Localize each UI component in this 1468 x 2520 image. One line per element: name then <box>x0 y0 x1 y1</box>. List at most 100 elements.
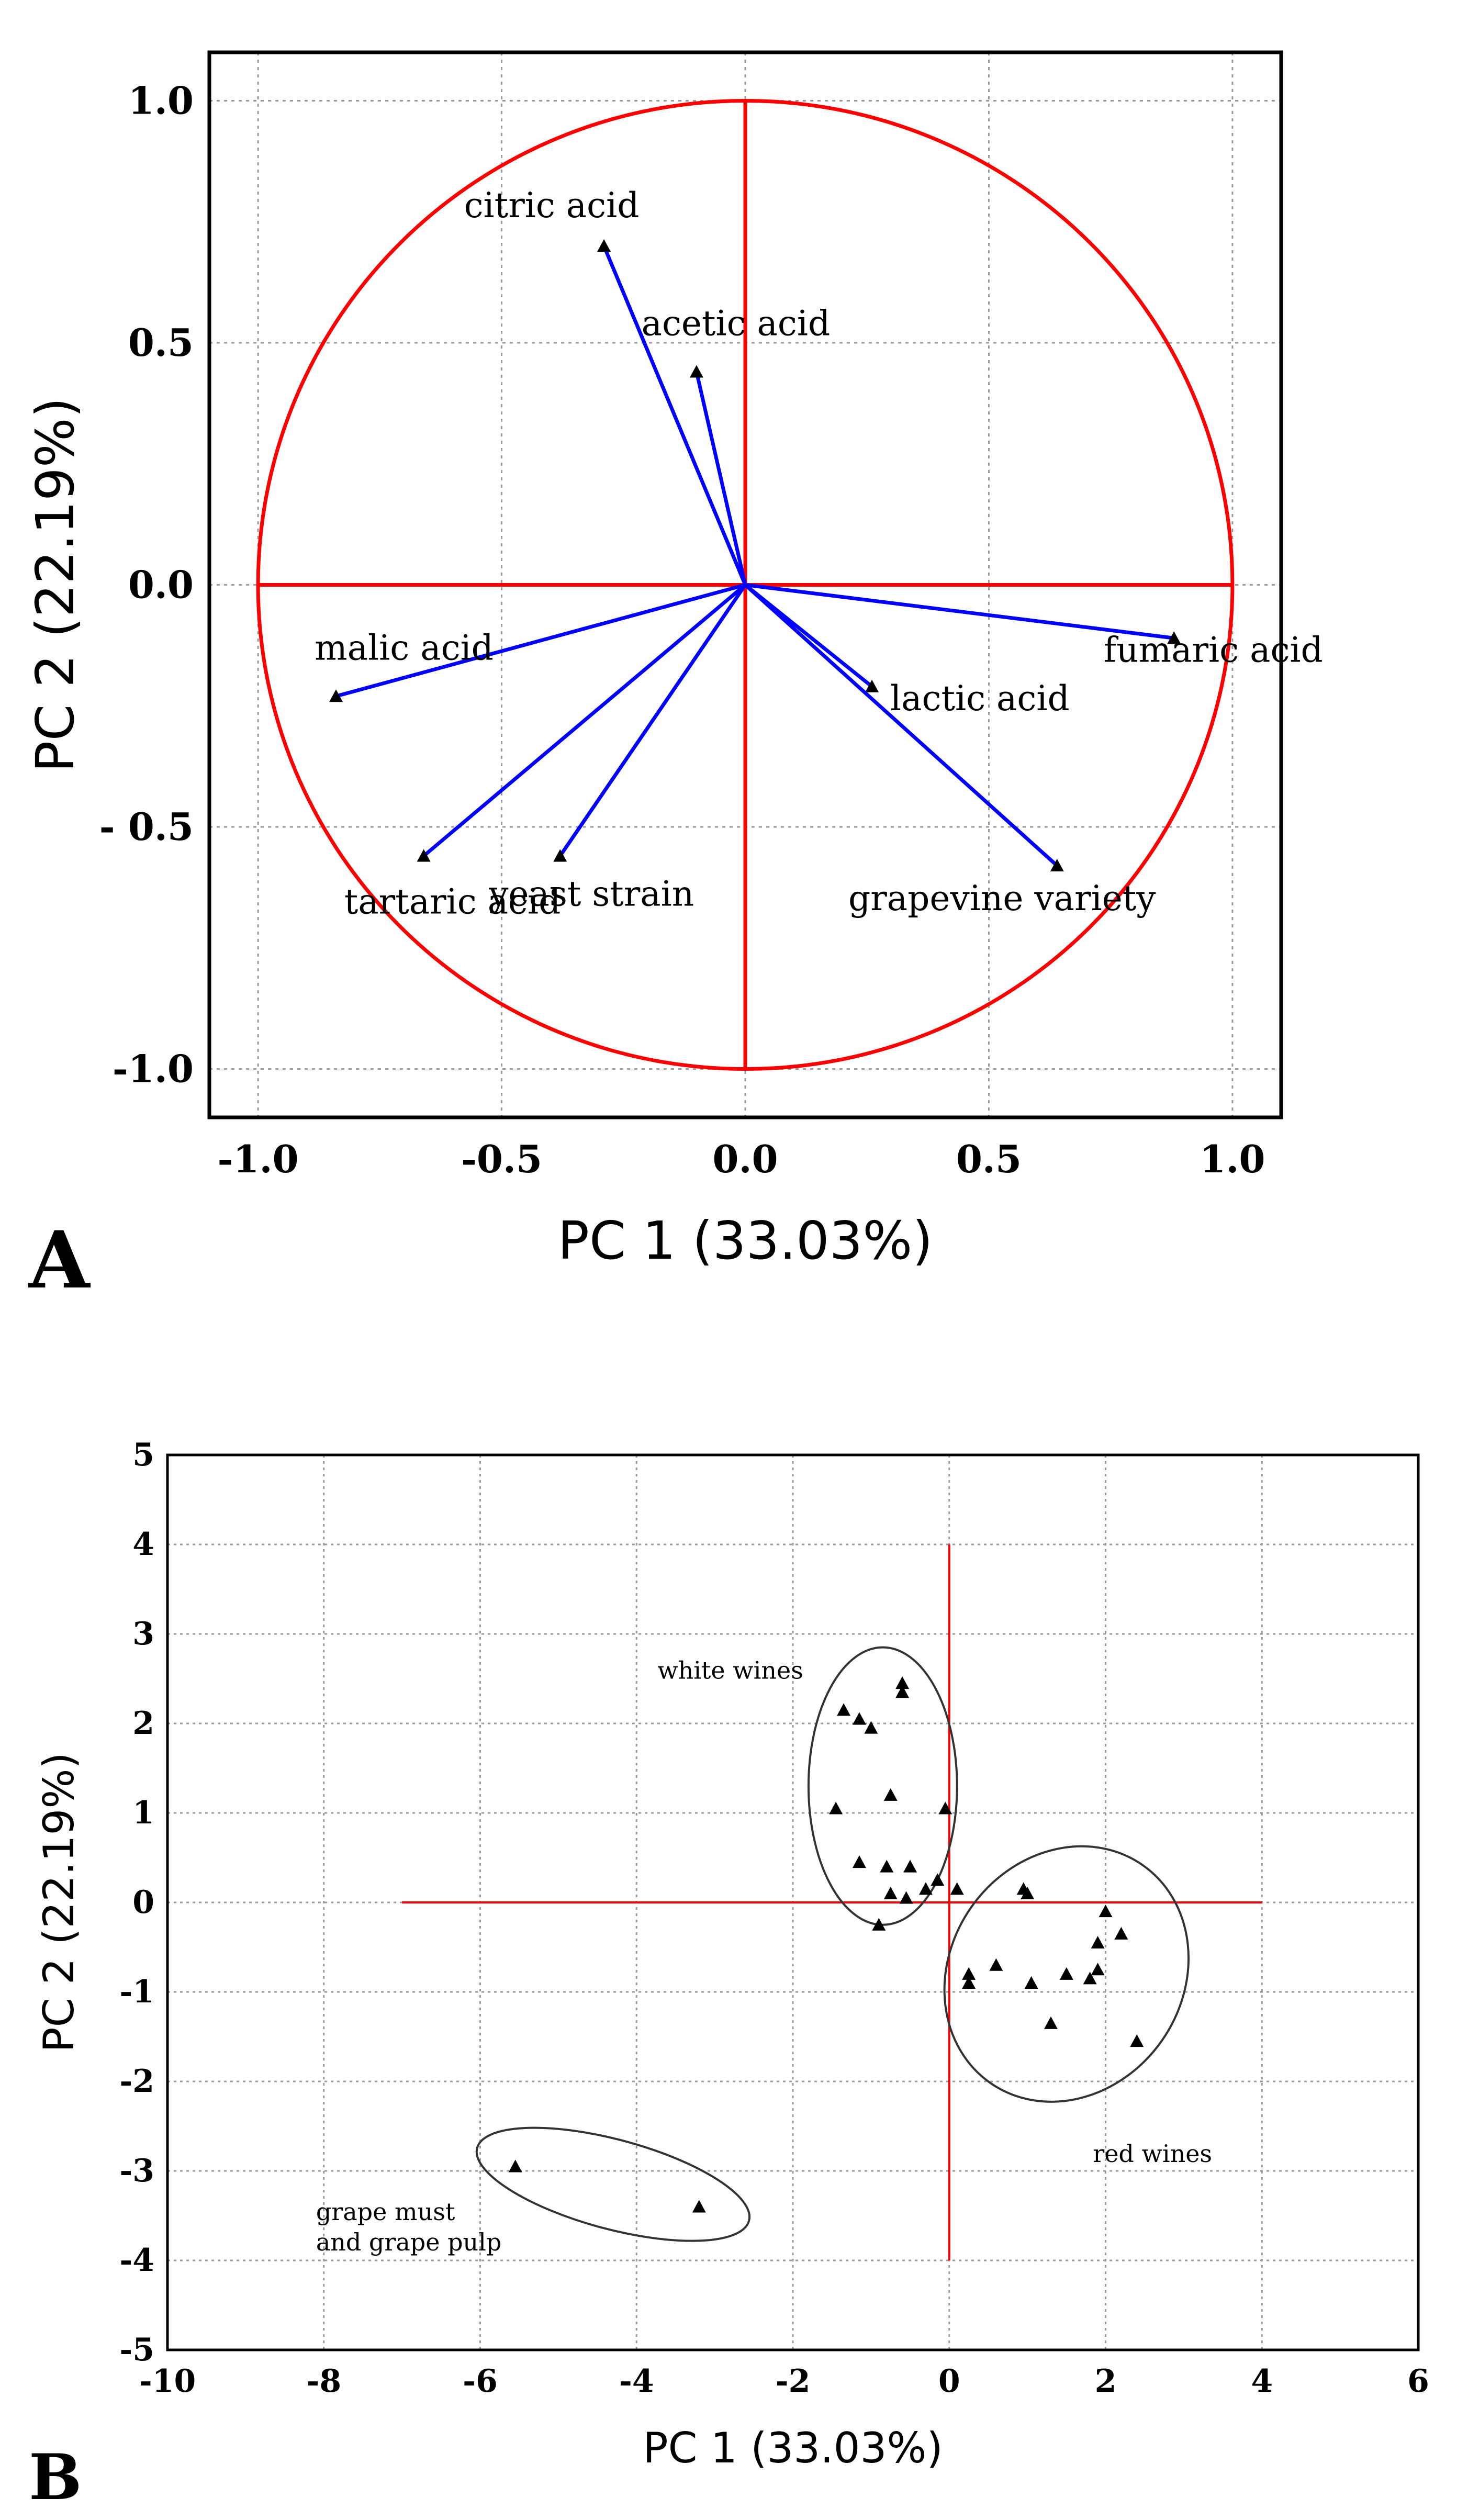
vector-tip-citric-acid <box>597 239 611 252</box>
score-point <box>1091 1963 1105 1976</box>
vector-citric-acid <box>602 245 747 586</box>
group-ellipse-red-wines <box>943 1845 1190 2103</box>
score-point <box>829 1801 843 1815</box>
score-point <box>508 2159 522 2172</box>
vector-label-lactic-acid: lactic acid <box>890 678 1070 719</box>
vector-tip-tartaric-acid <box>417 849 431 862</box>
panel-a-y-tick-label: 0.0 <box>128 563 194 607</box>
panel-b-y-tick-label: 3 <box>132 1616 154 1652</box>
score-point <box>852 1855 866 1868</box>
panel-b-y-tick-label: -1 <box>119 1974 154 2010</box>
score-point <box>899 1891 913 1904</box>
group-label-line: grape must <box>316 2198 455 2226</box>
panel-a-y-tick-label: -1.0 <box>113 1047 194 1091</box>
vector-tip-malic-acid <box>329 689 343 702</box>
panel-a-y-axis-label: PC 2 (22.19%) <box>25 397 86 772</box>
panel-b-x-tick-label: -2 <box>776 2363 811 2400</box>
panel-a-vectors <box>329 239 1181 872</box>
panel-a-tick-labels: -1.0 -0.5 0.0 0.5 1.0 -1.0 - 0.5 0.0 0.5 1.0 <box>99 79 1265 1182</box>
vector-label-malic-acid: malic acid <box>315 628 494 668</box>
vector-tip-grapevine-variety <box>1050 859 1064 872</box>
panel-b-y-tick-label: -4 <box>119 2242 154 2279</box>
panel-b-x-tick-label: 4 <box>1251 2363 1273 2400</box>
vector-acetic-acid <box>694 371 747 586</box>
group-label-line: white wines <box>657 1656 803 1685</box>
score-point <box>864 1721 878 1734</box>
panel-a-x-axis-label: PC 1 (33.03%) <box>558 1210 933 1271</box>
score-point <box>903 1860 917 1873</box>
vector-tip-yeast-strain <box>553 849 567 862</box>
vector-label-acetic-acid: acetic acid <box>642 304 831 344</box>
score-point <box>1059 1967 1073 1980</box>
group-label-line: red wines <box>1093 2140 1212 2168</box>
panel-b-score-plot: white wines red wines grape must and grape … <box>29 1437 1429 2514</box>
panel-b-y-tick-label: 0 <box>132 1884 154 1921</box>
score-point <box>1083 1972 1097 1985</box>
panel-a-vector-labels: citric acid acetic acid malic acid tartaric… <box>315 185 1323 922</box>
panel-b-y-tick-label: -2 <box>119 2063 154 2100</box>
score-point <box>938 1801 952 1815</box>
panel-b-y-tick-label: 1 <box>132 1795 154 1831</box>
vector-tartaric-acid <box>422 583 747 858</box>
panel-b-x-axis-label: PC 1 (33.03%) <box>643 2424 943 2472</box>
panel-a-label: A <box>28 1214 91 1306</box>
score-point <box>692 2200 706 2213</box>
panel-b-x-tick-label: 0 <box>938 2363 960 2400</box>
panel-b-x-tick-label: -4 <box>619 2363 654 2400</box>
panel-b-y-tick-label: -3 <box>119 2153 154 2189</box>
vector-grapevine-variety <box>744 583 1059 867</box>
score-point <box>962 1967 976 1980</box>
group-ellipse-grape-must <box>475 2126 751 2242</box>
panel-a-y-tick-label: 1.0 <box>128 79 194 123</box>
score-point <box>962 1976 976 1989</box>
panel-a-x-tick-label: 0.5 <box>956 1137 1022 1181</box>
vector-label-tartaric-acid: tartaric acid <box>344 882 561 922</box>
score-point <box>1044 2016 1058 2029</box>
panel-b-group-labels: white wines red wines grape must and grape … <box>316 1656 1212 2257</box>
panel-a-y-tick-label: - 0.5 <box>99 804 194 849</box>
group-label-grape-must: grape must and grape pulp <box>316 2198 502 2256</box>
panel-a-y-tick-label: 0.5 <box>128 320 194 365</box>
panel-b-x-tick-label: -8 <box>306 2363 341 2400</box>
vector-yeast-strain <box>558 584 747 857</box>
panel-b-group-ellipses <box>475 1646 1190 2242</box>
score-point <box>852 1712 866 1725</box>
panel-a-x-tick-label: 1.0 <box>1200 1137 1265 1181</box>
panel-b-x-tick-label: -10 <box>139 2363 196 2400</box>
score-point <box>883 1886 898 1899</box>
score-point <box>837 1703 851 1716</box>
panel-a-x-tick-label: -1.0 <box>218 1137 299 1181</box>
panel-b-y-tick-label: 5 <box>132 1437 154 1473</box>
panel-b-crosshair <box>402 1544 1262 2260</box>
panel-b-x-tick-label: -6 <box>463 2363 498 2400</box>
panel-a-x-tick-label: 0.0 <box>712 1137 778 1181</box>
panel-b-x-tick-label: 6 <box>1407 2363 1429 2400</box>
panel-b-x-tick-label: 2 <box>1095 2363 1117 2400</box>
vector-tip-acetic-acid <box>689 365 703 378</box>
vector-tip-fumaric-acid <box>1167 631 1181 644</box>
panel-b-plot-frame <box>166 1453 1420 2351</box>
score-point <box>880 1860 894 1873</box>
score-point <box>1021 1886 1035 1899</box>
group-label-white-wines: white wines <box>657 1656 803 1685</box>
group-label-red-wines: red wines <box>1093 2140 1212 2168</box>
group-ellipse-white-wines <box>807 1646 958 1926</box>
score-point <box>989 1958 1003 1971</box>
score-point <box>1130 2034 1144 2047</box>
panel-b-y-tick-label: 4 <box>132 1526 154 1563</box>
score-point <box>895 1685 910 1698</box>
panel-b-points <box>508 1676 1144 2213</box>
panel-a-x-tick-label: -0.5 <box>461 1137 542 1181</box>
vector-label-citric-acid: citric acid <box>464 185 640 226</box>
panel-b-y-axis-label: PC 2 (22.19%) <box>35 1752 83 2052</box>
score-point <box>1114 1927 1128 1940</box>
score-point <box>1091 1935 1105 1948</box>
panel-b-y-tick-label: 2 <box>132 1705 154 1742</box>
vector-label-yeast-strain: yeast strain <box>488 874 694 914</box>
vector-fumaric-acid <box>745 583 1174 640</box>
score-point <box>918 1882 933 1895</box>
vector-malic-acid <box>335 583 746 698</box>
